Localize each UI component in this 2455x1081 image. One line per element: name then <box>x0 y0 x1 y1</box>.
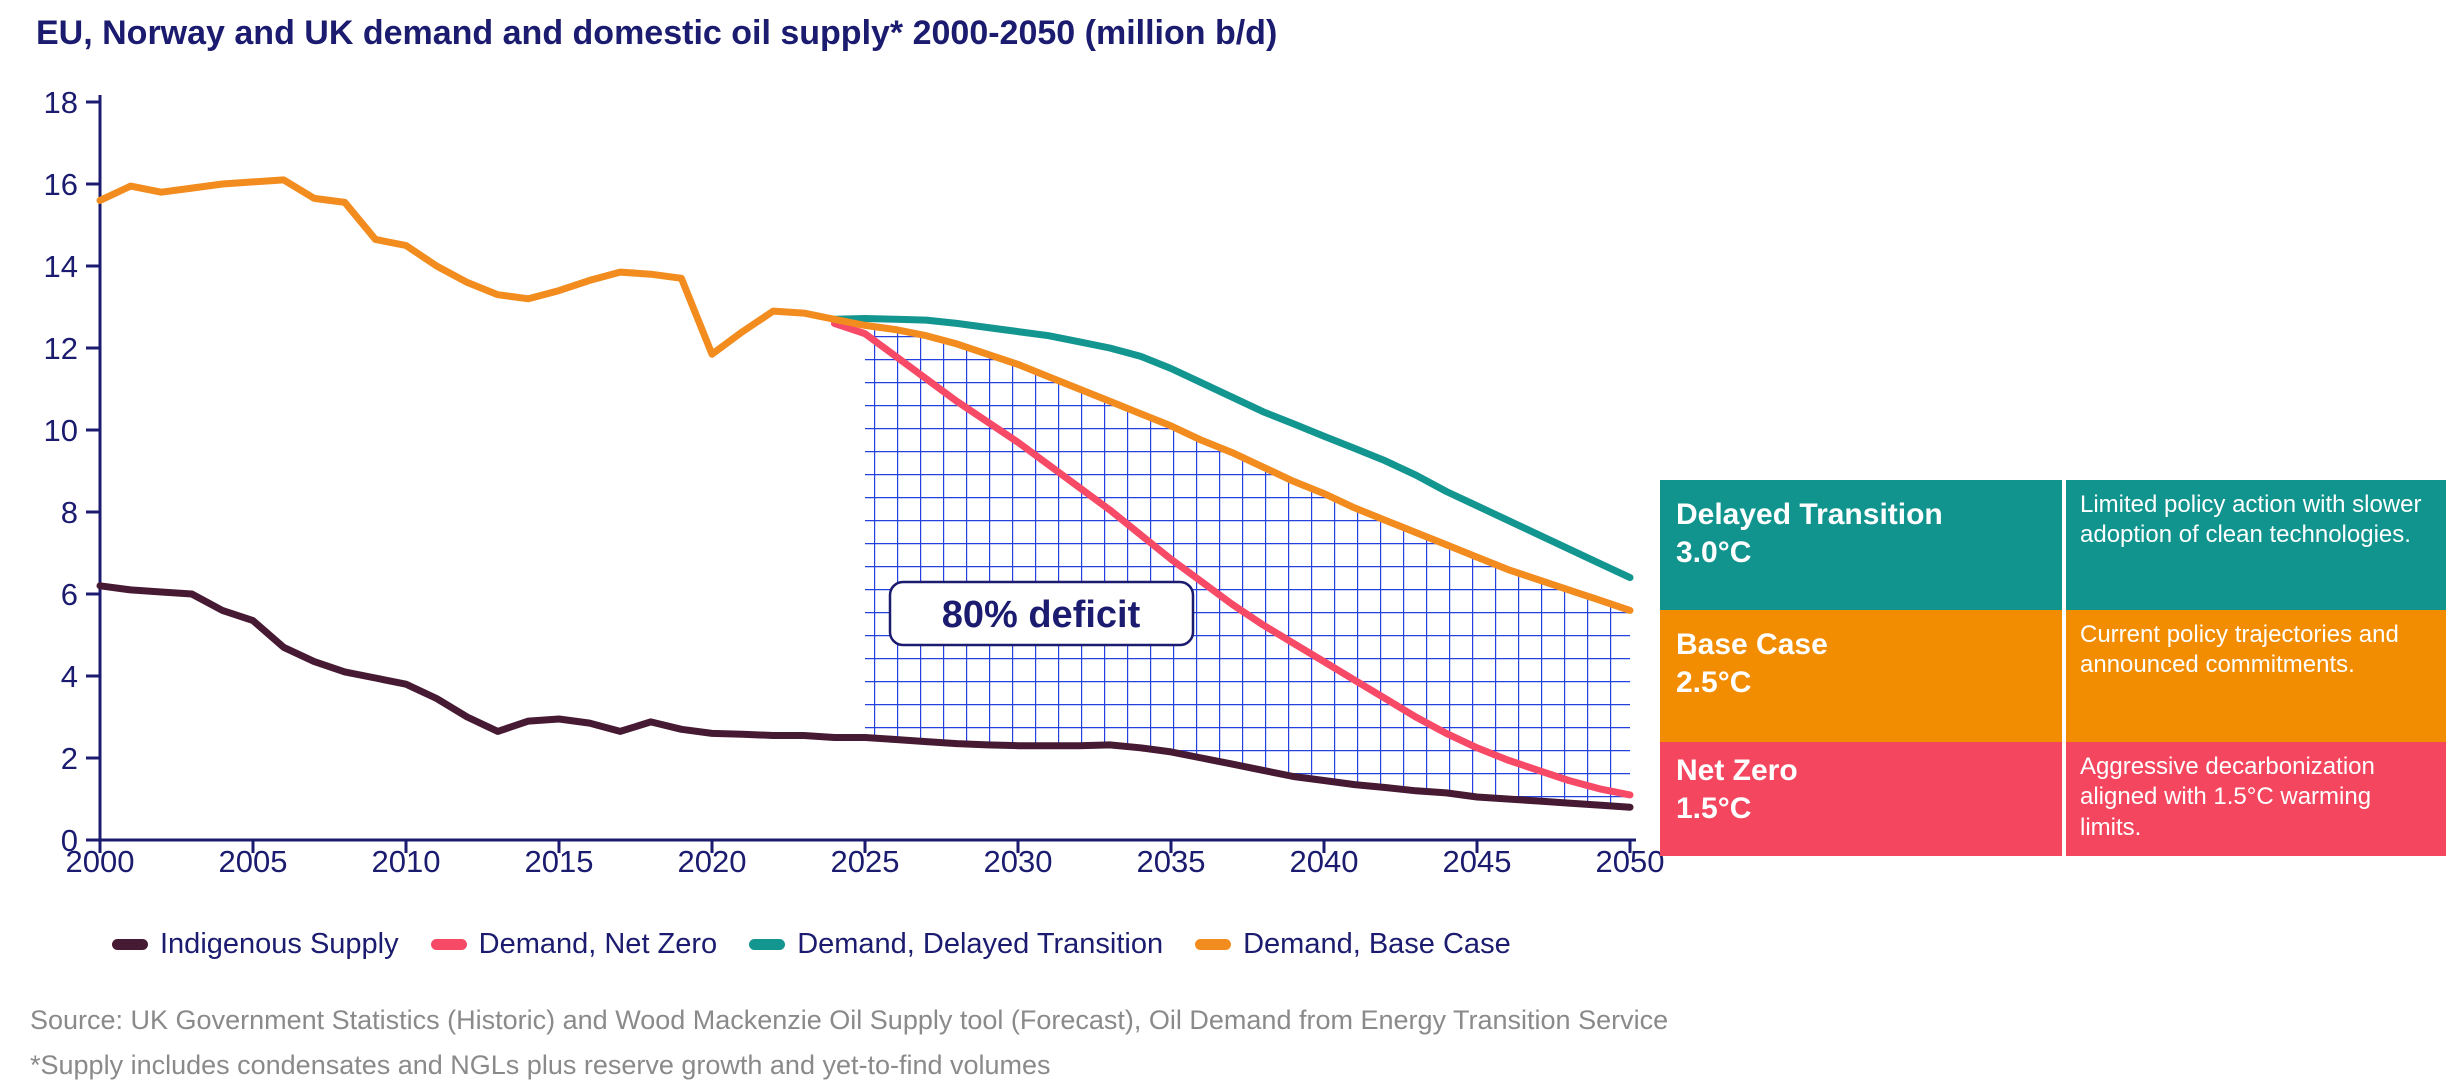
scenario-row-net-zero: Net Zero 1.5°C Aggressive decarbonizatio… <box>1660 742 2446 856</box>
legend-swatch-icon <box>430 939 467 950</box>
legend-label: Indigenous Supply <box>160 928 399 960</box>
series-line-demand-base-case <box>96 176 1634 614</box>
svg-text:18: 18 <box>44 85 78 120</box>
svg-text:6: 6 <box>61 577 78 612</box>
series-line-demand-net-zero <box>830 319 1634 799</box>
svg-text:2010: 2010 <box>372 844 441 879</box>
svg-text:16: 16 <box>44 167 78 202</box>
svg-text:2040: 2040 <box>1290 844 1359 879</box>
scenario-name: Net Zero <box>1676 754 1798 787</box>
series-line-indigenous-supply <box>96 582 1634 811</box>
legend-item-base-case: Demand, Base Case <box>1195 928 1511 961</box>
source-text: Source: UK Government Statistics (Histor… <box>30 1005 1669 1035</box>
svg-text:2000: 2000 <box>66 844 135 879</box>
svg-text:8: 8 <box>61 495 78 530</box>
scenario-row-base-case: Base Case 2.5°C Current policy trajector… <box>1660 610 2446 742</box>
scenario-label: Delayed Transition 3.0°C <box>1660 480 2062 610</box>
legend-swatch-icon <box>112 939 148 950</box>
legend-swatch-icon <box>749 939 786 950</box>
svg-text:2005: 2005 <box>219 844 288 879</box>
legend-item-net-zero: Demand, Net Zero <box>430 928 718 961</box>
x-axis-ticks: 2000 2005 2010 2015 2020 2025 2030 2035 2040 2045… <box>66 840 1665 879</box>
legend-item-indigenous-supply: Indigenous Supply <box>112 928 399 961</box>
svg-text:2035: 2035 <box>1137 844 1206 879</box>
scenario-description: Aggressive decarbonization aligned with … <box>2062 742 2446 856</box>
chart-area: 0 2 4 6 8 10 12 14 16 18 2000 2005 2010 2015 2020 2025 2… <box>0 60 1700 970</box>
svg-text:2025: 2025 <box>831 844 900 879</box>
legend-label: Demand, Net Zero <box>478 928 718 960</box>
scenario-table: Delayed Transition 3.0°C Limited policy … <box>1660 480 2446 856</box>
svg-text:12: 12 <box>44 331 78 366</box>
scenario-label: Base Case 2.5°C <box>1660 610 2062 742</box>
scenario-name: Delayed Transition <box>1676 498 1943 531</box>
scenario-temp: 3.0°C <box>1676 535 1752 569</box>
svg-text:2045: 2045 <box>1443 844 1512 879</box>
scenario-description: Limited policy action with slower adopti… <box>2062 480 2446 610</box>
svg-text:10: 10 <box>44 413 78 448</box>
legend-label: Demand, Delayed Transition <box>797 928 1164 960</box>
legend-swatch-icon <box>1195 939 1232 950</box>
svg-text:0: 0 <box>61 823 78 858</box>
svg-text:2050: 2050 <box>1596 844 1665 879</box>
series-line-demand-delayed-transition <box>830 315 1634 582</box>
deficit-hatch-region <box>865 325 1630 808</box>
svg-text:4: 4 <box>61 659 78 694</box>
svg-text:2030: 2030 <box>984 844 1053 879</box>
scenario-temp: 2.5°C <box>1676 665 1752 699</box>
scenario-row-delayed-transition: Delayed Transition 3.0°C Limited policy … <box>1660 480 2446 610</box>
scenario-description: Current policy trajectories and announce… <box>2062 610 2446 742</box>
svg-text:14: 14 <box>44 249 78 284</box>
deficit-annotation-box <box>888 580 1195 647</box>
chart-title: EU, Norway and UK demand and domestic oi… <box>36 14 1278 52</box>
svg-text:2: 2 <box>61 741 78 776</box>
svg-text:2015: 2015 <box>525 844 594 879</box>
legend-label: Demand, Base Case <box>1243 928 1511 960</box>
svg-text:2020: 2020 <box>678 844 747 879</box>
footnote-text: *Supply includes condensates and NGLs pl… <box>30 1050 1051 1080</box>
deficit-annotation-label: 80% deficit <box>942 594 1141 636</box>
legend-item-delayed-transition: Demand, Delayed Transition <box>749 928 1163 961</box>
scenario-name: Base Case <box>1676 628 1828 661</box>
y-axis-ticks: 0 2 4 6 8 10 12 14 16 18 <box>44 85 100 858</box>
scenario-label: Net Zero 1.5°C <box>1660 742 2062 856</box>
scenario-temp: 1.5°C <box>1676 791 1752 825</box>
chart-legend: Indigenous Supply Demand, Net Zero Deman… <box>112 928 1511 961</box>
